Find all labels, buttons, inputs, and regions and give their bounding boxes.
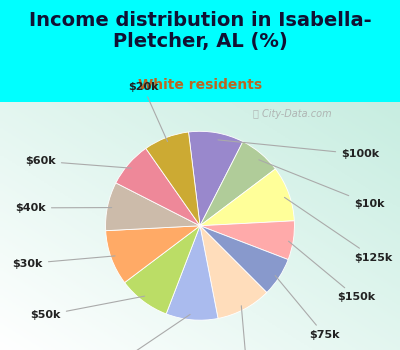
Text: > $200k: > $200k bbox=[97, 314, 190, 350]
Wedge shape bbox=[200, 169, 294, 226]
Text: $30k: $30k bbox=[12, 256, 115, 268]
Text: $75k: $75k bbox=[275, 275, 340, 340]
Wedge shape bbox=[200, 226, 267, 318]
Wedge shape bbox=[106, 183, 200, 231]
Text: $10k: $10k bbox=[259, 160, 384, 209]
Text: $200k: $200k bbox=[228, 306, 266, 350]
Text: $125k: $125k bbox=[284, 197, 392, 262]
Wedge shape bbox=[188, 131, 243, 226]
Text: $100k: $100k bbox=[218, 140, 379, 159]
Text: White residents: White residents bbox=[138, 78, 262, 92]
Text: $60k: $60k bbox=[25, 156, 131, 168]
Wedge shape bbox=[200, 221, 294, 260]
Wedge shape bbox=[116, 148, 200, 226]
Wedge shape bbox=[106, 226, 200, 282]
Wedge shape bbox=[146, 132, 200, 226]
Text: Income distribution in Isabella-
Pletcher, AL (%): Income distribution in Isabella- Pletche… bbox=[29, 10, 371, 51]
Wedge shape bbox=[200, 226, 288, 293]
Text: $20k: $20k bbox=[128, 82, 168, 141]
Wedge shape bbox=[200, 142, 276, 226]
Text: ⓘ City-Data.com: ⓘ City-Data.com bbox=[253, 109, 331, 119]
Text: $50k: $50k bbox=[30, 296, 145, 320]
Wedge shape bbox=[124, 226, 200, 314]
Text: $150k: $150k bbox=[288, 241, 375, 302]
Wedge shape bbox=[166, 226, 218, 320]
Text: $40k: $40k bbox=[15, 203, 112, 213]
